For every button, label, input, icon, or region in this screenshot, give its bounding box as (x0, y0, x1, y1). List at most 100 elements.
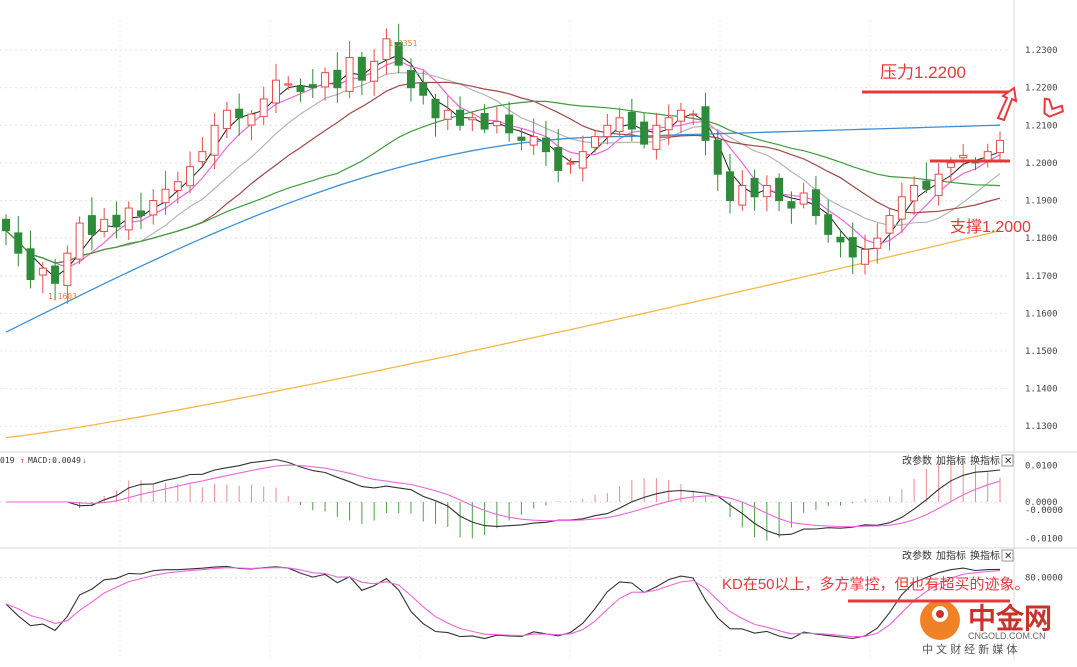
macd-tick-label: -0.0000 (1025, 506, 1063, 516)
price-tick-label: 1.2300 (1025, 46, 1058, 56)
close-icon[interactable]: ✕ (1004, 456, 1012, 467)
candle-body (529, 136, 538, 146)
price-axis: 1.2300 1.2200 1.2100 1.2000 1.1900 1.1800 1.17… (1025, 46, 1058, 432)
candle-body (26, 248, 35, 281)
up-arrow-annotation (996, 86, 1064, 122)
moving-averages (5, 54, 1001, 439)
macd-header-left: 019 (0, 456, 15, 465)
candle-body (480, 113, 489, 130)
candle-body (443, 109, 452, 120)
kd-k-line (5, 565, 1001, 640)
macd-tick-label: -0.0100 (1025, 535, 1063, 545)
candle-body (996, 139, 1004, 154)
candle-body (959, 154, 968, 159)
candle-body (456, 109, 465, 126)
ma-green-line (5, 100, 1001, 264)
candle-body (787, 201, 796, 209)
toolbar-button-2[interactable]: 加指标 (936, 454, 966, 467)
candle-body (419, 82, 428, 96)
candlesticks (2, 23, 1004, 304)
candle-body (271, 79, 280, 104)
candle-body (394, 42, 403, 66)
candle-body (811, 189, 820, 217)
close-icon[interactable]: ✕ (1004, 551, 1012, 562)
price-tick-label: 1.1900 (1025, 197, 1058, 207)
candle-body (922, 180, 931, 190)
toolbar-button-2[interactable]: 加指标 (936, 549, 966, 562)
kd-panel: 80.0000 (0, 565, 1063, 640)
candle-body (652, 124, 661, 150)
candle-body (186, 166, 195, 187)
candle-body (541, 137, 550, 153)
high-price-label: 1.2351 (388, 39, 417, 48)
candle-body (492, 121, 501, 127)
watermark-domain: CNGOLD.COM.CN (968, 631, 1046, 641)
price-tick-label: 1.1800 (1025, 234, 1058, 244)
candle-body (100, 218, 109, 232)
candle-body (149, 200, 158, 216)
toolbar-button-1[interactable]: 改参数 (902, 549, 932, 562)
toolbar-close-box[interactable] (1001, 549, 1014, 562)
ma-fast-line (5, 54, 1001, 278)
candle-body (136, 210, 145, 217)
candle-body (468, 117, 477, 121)
watermark: 中金网 CNGOLD.COM.CN 中 文 财 经 新 媒 体 (920, 600, 1052, 656)
macd-tick-label: 0.0000 (1025, 498, 1058, 508)
candle-body (775, 177, 784, 202)
macd-header-label: MACD:0.0049 (28, 456, 81, 465)
ma-brown-line (5, 81, 1001, 264)
candle-body (738, 184, 747, 206)
candle-body (259, 98, 268, 118)
price-tick-label: 1.1400 (1025, 385, 1058, 395)
price-tick-label: 1.1700 (1025, 272, 1058, 282)
macd-tick-label: 0.0100 (1025, 461, 1058, 471)
candle-body (370, 60, 379, 82)
candle-body (897, 196, 906, 220)
candle-body (14, 232, 23, 254)
candle-body (861, 248, 870, 265)
price-tick-label: 1.2100 (1025, 121, 1058, 131)
candle-body (873, 237, 882, 249)
price-tick-label: 1.1300 (1025, 422, 1058, 432)
candle-body (824, 214, 833, 235)
candle-body (615, 117, 624, 133)
ma-gray-line (5, 72, 1001, 264)
macd-up-arrow: ↑ (20, 456, 25, 465)
candle-body (689, 113, 698, 116)
candle-body (235, 108, 244, 119)
toolbar-button-1[interactable]: 改参数 (902, 454, 932, 467)
toolbar-button-3[interactable]: 换指标 (970, 549, 1000, 562)
ma-orange-line (5, 229, 1001, 439)
candle-body (885, 215, 894, 234)
toolbar-close-box[interactable] (1001, 454, 1014, 467)
candle-body (124, 207, 133, 231)
macd-down-arrow: ↓ (82, 456, 87, 465)
candle-body (664, 117, 673, 131)
candle-body (627, 111, 636, 130)
candle-body (87, 215, 96, 235)
candle-body (247, 113, 256, 126)
candle-body (578, 151, 587, 169)
candle-body (198, 151, 207, 163)
low-price-label: 1.1603 (48, 292, 77, 301)
candle-body (566, 162, 575, 165)
candle-body (51, 265, 60, 284)
candle-body (161, 188, 170, 204)
candle-body (713, 139, 722, 175)
candle-body (934, 173, 943, 196)
toolbar-button-3[interactable]: 换指标 (970, 454, 1000, 467)
candle-body (799, 192, 808, 205)
candle-body (603, 124, 612, 138)
candle-body (284, 83, 293, 86)
candle-body (2, 218, 10, 232)
candle-body (836, 236, 845, 243)
ma-blue-line (5, 124, 1001, 333)
candle-body (333, 69, 342, 89)
kd-annotation: KD在50以上，多方掌控，但也有超买的迹象。 (722, 576, 1030, 593)
candle-body (676, 109, 685, 122)
price-tick-label: 1.1500 (1025, 347, 1058, 357)
candle-body (173, 181, 182, 191)
candle-body (726, 171, 735, 202)
candle-body (701, 106, 710, 141)
